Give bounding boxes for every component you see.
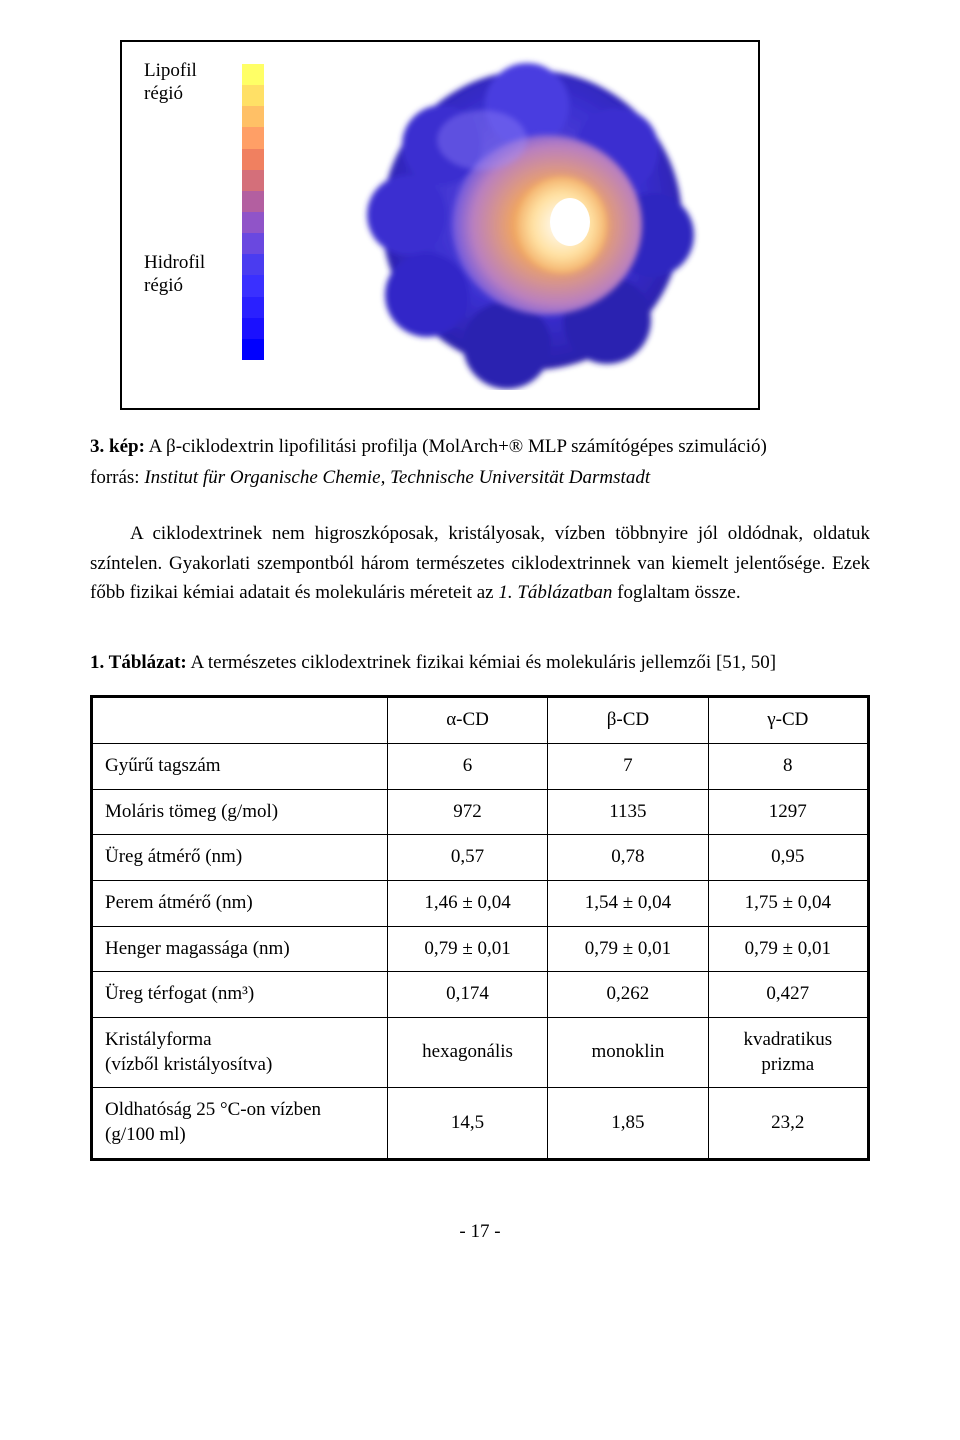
source-text: Institut für Organische Chemie, Technisc… [144, 467, 650, 488]
table-header-empty [92, 697, 388, 744]
table-header-row: α-CD β-CD γ-CD [92, 697, 869, 744]
row-value: 972 [387, 789, 547, 835]
figure-label-lipofil: Lipofilrégió [144, 60, 197, 106]
table-title-prefix: 1. Táblázat: [90, 652, 187, 673]
table-row: Üreg térfogat (nm³)0,1740,2620,427 [92, 972, 869, 1018]
row-label: Oldhatóság 25 °C-on vízben(g/100 ml) [92, 1088, 388, 1159]
scale-cell [242, 149, 264, 170]
scale-cell [242, 106, 264, 127]
scale-cell [242, 170, 264, 191]
table-row: Gyűrű tagszám678 [92, 743, 869, 789]
row-value: 0,79 ± 0,01 [387, 926, 547, 972]
cyclodextrin-properties-table: α-CD β-CD γ-CD Gyűrű tagszám678Moláris t… [90, 695, 870, 1161]
row-label: Üreg átmérő (nm) [92, 835, 388, 881]
figure-caption: 3. kép: A β-ciklodextrin lipofilitási pr… [90, 432, 870, 461]
scale-cell [242, 191, 264, 212]
scale-cell [242, 275, 264, 296]
scale-cell [242, 297, 264, 318]
scale-cell [242, 127, 264, 148]
row-value: 7 [548, 743, 708, 789]
row-value: 23,2 [708, 1088, 868, 1159]
row-value: 0,427 [708, 972, 868, 1018]
table-row: Oldhatóság 25 °C-on vízben(g/100 ml)14,5… [92, 1088, 869, 1159]
table-row: Moláris tömeg (g/mol)97211351297 [92, 789, 869, 835]
table-row: Perem átmérő (nm)1,46 ± 0,041,54 ± 0,041… [92, 880, 869, 926]
scale-cell [242, 85, 264, 106]
row-value: 0,78 [548, 835, 708, 881]
row-value: 0,57 [387, 835, 547, 881]
row-value: monoklin [548, 1018, 708, 1088]
row-value: 8 [708, 743, 868, 789]
table-row: Henger magassága (nm)0,79 ± 0,010,79 ± 0… [92, 926, 869, 972]
figure-caption-prefix: 3. kép: [90, 436, 145, 457]
table-header-beta: β-CD [548, 697, 708, 744]
table-body: Gyűrű tagszám678Moláris tömeg (g/mol)972… [92, 743, 869, 1159]
row-value: hexagonális [387, 1018, 547, 1088]
table-title: 1. Táblázat: A természetes ciklodextrine… [90, 648, 870, 677]
row-value: 0,79 ± 0,01 [548, 926, 708, 972]
row-value: 6 [387, 743, 547, 789]
scale-cell [242, 339, 264, 360]
row-value: 0,95 [708, 835, 868, 881]
row-value: 0,79 ± 0,01 [708, 926, 868, 972]
row-label: Henger magassága (nm) [92, 926, 388, 972]
table-header-gamma: γ-CD [708, 697, 868, 744]
scale-cell [242, 318, 264, 339]
table-header-alpha: α-CD [387, 697, 547, 744]
row-label: Gyűrű tagszám [92, 743, 388, 789]
row-value: kvadratikusprizma [708, 1018, 868, 1088]
page-number: - 17 - [90, 1221, 870, 1243]
body-paragraph: A ciklodextrinek nem higroszkóposak, kri… [90, 519, 870, 607]
scale-cell [242, 254, 264, 275]
row-label: Moláris tömeg (g/mol) [92, 789, 388, 835]
row-value: 0,174 [387, 972, 547, 1018]
figure-label-hidrofil: Hidrofilrégió [144, 252, 205, 298]
row-label: Kristályforma(vízből kristályosítva) [92, 1018, 388, 1088]
row-value: 1,54 ± 0,04 [548, 880, 708, 926]
row-value: 1297 [708, 789, 868, 835]
row-value: 1,75 ± 0,04 [708, 880, 868, 926]
scale-cell [242, 64, 264, 85]
lipophilicity-color-scale [242, 64, 264, 360]
row-value: 0,262 [548, 972, 708, 1018]
row-value: 1135 [548, 789, 708, 835]
paragraph-ital: 1. Táblázatban [498, 582, 612, 603]
row-value: 14,5 [387, 1088, 547, 1159]
row-value: 1,46 ± 0,04 [387, 880, 547, 926]
figure-source: forrás: Institut für Organische Chemie, … [90, 467, 870, 489]
cyclodextrin-molecule-render [352, 50, 712, 390]
figure-caption-text: A β-ciklodextrin lipofilitási profilja (… [145, 436, 767, 457]
table-title-text: A természetes ciklodextrinek fizikai kém… [187, 652, 776, 673]
page-container: Lipofilrégió Hidrofilrégió [0, 0, 960, 1283]
scale-cell [242, 233, 264, 254]
table-row: Kristályforma(vízből kristályosítva)hexa… [92, 1018, 869, 1088]
row-label: Üreg térfogat (nm³) [92, 972, 388, 1018]
row-value: 1,85 [548, 1088, 708, 1159]
row-label: Perem átmérő (nm) [92, 880, 388, 926]
figure-box: Lipofilrégió Hidrofilrégió [120, 40, 760, 410]
paragraph-part1: A ciklodextrinek nem higroszkóposak, kri… [90, 523, 870, 603]
source-label: forrás: [90, 467, 144, 488]
paragraph-part2: foglaltam össze. [612, 582, 740, 603]
scale-cell [242, 212, 264, 233]
table-row: Üreg átmérő (nm)0,570,780,95 [92, 835, 869, 881]
